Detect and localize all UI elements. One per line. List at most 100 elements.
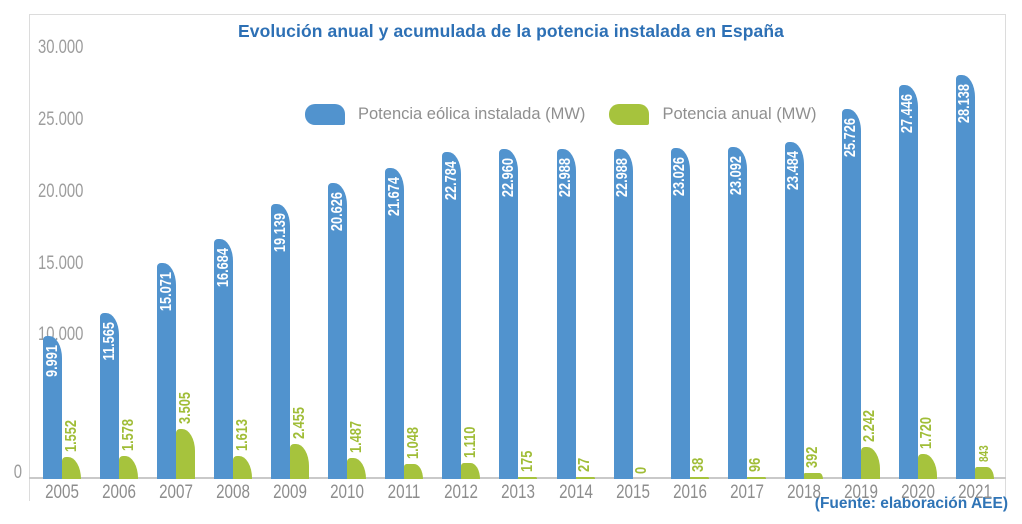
- bar-label-cumulative: 9.991: [43, 344, 61, 377]
- bar-label-annual: 1.552: [62, 419, 80, 452]
- bar-label-cumulative: 23.026: [671, 157, 689, 197]
- x-axis-year-label: 2018: [786, 482, 821, 503]
- bar-annual-2012: [461, 463, 481, 479]
- y-tick-label: 15.000: [38, 252, 84, 274]
- bar-label-cumulative: 15.071: [157, 271, 175, 311]
- bar-annual-2010: [347, 457, 367, 479]
- year-group-2011: 21.674 1.048 2011: [385, 15, 424, 503]
- bar-cumulative-2007: 15.071: [157, 262, 177, 479]
- bar-annual-2013: [518, 476, 538, 479]
- bar-label-cumulative: 28.138: [956, 83, 974, 123]
- bar-cumulative-2020: 27.446: [898, 84, 918, 479]
- year-group-2020: 27.446 1.720 2020: [898, 15, 937, 503]
- x-axis-year-label: 2005: [45, 482, 79, 503]
- bar-label-annual: 0: [633, 466, 651, 474]
- x-axis-year-label: 2008: [216, 482, 251, 503]
- bar-cumulative-2021: 28.138: [955, 74, 975, 479]
- bar-label-annual: 1.720: [918, 417, 936, 450]
- bar-label-annual: 38: [690, 458, 708, 473]
- bar-label-annual: 3.505: [176, 391, 194, 424]
- bar-label-cumulative: 16.684: [214, 248, 232, 288]
- bar-annual-2019: [860, 446, 880, 479]
- bar-cumulative-2009: 19.139: [271, 204, 291, 479]
- bar-label-cumulative: 20.626: [328, 191, 346, 231]
- bar-label-annual: 1.613: [233, 418, 251, 451]
- bar-cumulative-2005: 9.991: [43, 335, 62, 479]
- bar-annual-2009: [290, 443, 310, 479]
- x-axis-year-label: 2016: [672, 482, 707, 503]
- year-group-2016: 23.026 38 2016: [670, 15, 709, 503]
- bar-label-cumulative: 23.484: [785, 150, 803, 190]
- year-group-2009: 19.139 2.455 2009: [271, 15, 310, 503]
- year-group-2015: 22.988 0 2015: [613, 15, 652, 503]
- bar-label-annual: 1.048: [404, 426, 422, 459]
- bar-cumulative-2013: 22.960: [499, 149, 519, 479]
- chart-title: Evolución anual y acumulada de la potenc…: [238, 21, 784, 41]
- bar-label-cumulative: 21.674: [385, 176, 403, 216]
- bar-cumulative-2019: 25.726: [841, 109, 861, 479]
- source-note: (Fuente: elaboración AEE): [814, 495, 1008, 512]
- legend-swatch-annual-icon: [609, 104, 650, 125]
- bar-label-annual: 2.242: [861, 409, 879, 442]
- bar-label-annual: 96: [747, 458, 765, 473]
- y-tick-label: 25.000: [38, 108, 84, 130]
- legend-label-cumulative: Potencia eólica instalada (MW): [358, 105, 586, 123]
- bar-label-cumulative: 22.960: [499, 158, 517, 198]
- y-tick-label: 30.000: [38, 37, 84, 58]
- legend-item-cumulative: Potencia eólica instalada (MW): [305, 104, 585, 125]
- year-group-2007: 15.071 3.505 2007: [157, 15, 196, 503]
- year-group-2013: 22.960 175 2013: [499, 15, 538, 503]
- bar-annual-2008: [233, 455, 253, 479]
- bar-label-annual: 392: [804, 447, 822, 469]
- legend: Potencia eólica instalada (MW) Potencia …: [305, 104, 817, 125]
- bar-cumulative-2014: 22.988: [556, 148, 576, 479]
- bar-label-cumulative: 27.446: [899, 93, 917, 133]
- plot-area: 30.000 25.000 20.000 15.000 10.000 0 9.991 1.5…: [14, 14, 1006, 503]
- bar-label-annual: 1.110: [461, 426, 479, 459]
- year-group-2010: 20.626 1.487 2010: [328, 15, 367, 503]
- legend-swatch-cumulative-icon: [305, 104, 345, 125]
- x-axis-year-label: 2009: [273, 482, 308, 503]
- bar-label-cumulative: 22.988: [557, 157, 575, 197]
- bar-cumulative-2011: 21.674: [385, 167, 405, 479]
- y-tick-label: 20.000: [38, 180, 84, 202]
- bar-label-annual: 175: [518, 450, 536, 472]
- year-group-2008: 16.684 1.613 2008: [214, 15, 253, 503]
- x-axis-year-label: 2020: [900, 482, 935, 503]
- bar-cumulative-2012: 22.784: [442, 151, 462, 479]
- bar-label-annual: 27: [576, 458, 594, 473]
- year-group-2018: 23.484 392 2018: [784, 15, 823, 503]
- bar-annual-2020: [917, 454, 937, 479]
- x-axis-year-label: 2012: [444, 482, 479, 503]
- y-tick-label: 0: [13, 462, 22, 483]
- bar-annual-2018: [803, 473, 823, 479]
- bar-annual-2014: [575, 477, 595, 479]
- bar-annual-2007: [176, 428, 196, 479]
- bar-annual-2011: [404, 463, 424, 479]
- bar-label-cumulative: 22.988: [614, 157, 632, 197]
- bar-cumulative-2010: 20.626: [328, 182, 348, 479]
- year-group-2006: 11.565 1.578 2006: [100, 15, 139, 503]
- x-axis-year-label: 2006: [102, 482, 136, 503]
- bar-annual-2006: [119, 456, 139, 479]
- bar-label-cumulative: 22.784: [442, 160, 460, 200]
- bar-cumulative-2015: 22.988: [613, 148, 633, 479]
- bar-annual-2021: [974, 466, 994, 479]
- year-group-2014: 22.988 27 2014: [556, 15, 595, 503]
- bar-label-cumulative: 11.565: [100, 321, 118, 361]
- bar-label-cumulative: 19.139: [271, 213, 289, 253]
- bar-label-annual: 2.455: [290, 406, 308, 439]
- x-axis-year-label: 2007: [159, 482, 194, 503]
- bar-cumulative-2017: 23.092: [727, 147, 747, 479]
- bar-cumulative-2018: 23.484: [784, 141, 804, 479]
- x-axis-year-label: 2014: [558, 482, 593, 503]
- bar-label-annual: 843: [976, 445, 991, 462]
- year-group-2021: 28.138 843 2021: [955, 15, 994, 503]
- bar-label-cumulative: 25.726: [842, 118, 860, 158]
- bar-cumulative-2008: 16.684: [214, 239, 234, 479]
- x-axis-year-label: 2013: [501, 482, 536, 503]
- year-group-2017: 23.092 96 2017: [727, 15, 766, 503]
- bar-annual-2005: [62, 456, 81, 479]
- x-axis-year-label: 2017: [729, 482, 764, 503]
